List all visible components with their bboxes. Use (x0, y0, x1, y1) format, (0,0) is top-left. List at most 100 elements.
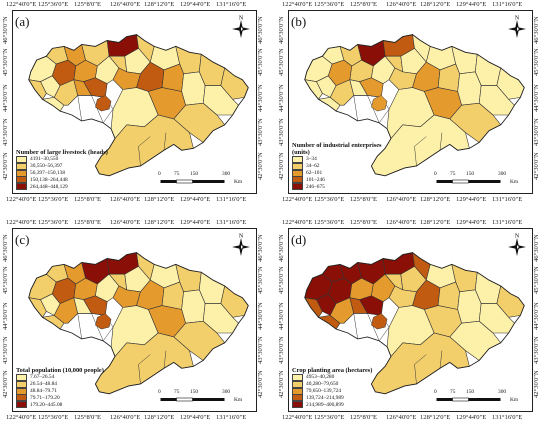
map-region (83, 77, 108, 98)
latitude-label: 45°30'0"N (2, 48, 9, 76)
map-legend: Total population (10,000 people) 7.67–26.… (16, 367, 104, 409)
legend-swatch (16, 162, 27, 170)
legend-swatch (292, 176, 303, 184)
north-letter: N (515, 16, 520, 22)
scale-bar: 0 75 150 300 Km (434, 389, 519, 405)
longitude-label: 128°12'0"E (144, 219, 175, 226)
scale-bar-graphic (436, 397, 501, 402)
region-boundary (439, 350, 443, 369)
latitude-label: 43°30'0"N (533, 336, 540, 364)
longitude-label: 125°36'0"E (38, 219, 69, 226)
longitude-label: 125°36'0"E (38, 414, 69, 421)
scale-tick-label: 0 (434, 171, 437, 177)
latitude-label: 42°30'0"N (257, 152, 264, 180)
legend-item: 79,650–139,724 (292, 387, 372, 395)
latitude-label: 45°30'0"N (257, 266, 264, 294)
map-region (359, 295, 384, 316)
longitude-label: 128°12'0"E (144, 414, 175, 421)
scale-tick-label: 300 (498, 171, 507, 177)
longitude-label: 128°12'0"E (144, 1, 175, 8)
longitude-label: 125°8'0"E (350, 414, 378, 421)
north-arrow-icon: N (508, 16, 526, 38)
longitude-label: 129°44'0"E (456, 196, 487, 203)
legend-swatch (16, 169, 27, 177)
region-outline (304, 34, 525, 177)
latitude-label: 44°30'0"N (2, 84, 9, 112)
legend-title: Number of large livestock (heads) (16, 148, 108, 156)
north-letter: N (515, 234, 520, 240)
legend-title: Crop planting area (hectares) (292, 366, 373, 374)
latitude-label: 42°30'0"N (257, 370, 264, 398)
city-district (95, 95, 112, 112)
legend-range: 4953–40,280 (306, 374, 335, 381)
legend-item: 7.67–26.54 (16, 373, 104, 381)
legend-range: 246–675 (306, 183, 325, 190)
longitude-label: 126°40'0"E (110, 219, 141, 226)
legend-item: 62–101 (292, 169, 392, 177)
choropleth-map (28, 33, 249, 177)
longitude-label: 131°16'0"E (492, 1, 523, 8)
longitude-label: 131°16'0"E (216, 1, 247, 8)
legend-range: 4191–30,550 (30, 156, 59, 163)
longitude-label: 126°40'0"E (110, 1, 141, 8)
region-boundary (439, 132, 443, 151)
longitude-label: 122°40'0"E (282, 219, 313, 226)
legend-range: 150,138–264,448 (30, 176, 68, 183)
latitude-label: 44°30'0"N (2, 302, 9, 330)
longitude-label: 131°16'0"E (216, 414, 247, 421)
scale-bar-graphic (160, 397, 225, 402)
longitude-label: 129°44'0"E (456, 414, 487, 421)
scale-bar: 0 75 150 300 Km (158, 389, 242, 405)
region-boundary (138, 136, 151, 166)
legend-swatch (16, 155, 27, 163)
map-region (83, 295, 108, 316)
region-boundary (138, 354, 151, 384)
longitude-label: 125°8'0"E (350, 196, 378, 203)
longitude-label: 126°40'0"E (386, 414, 417, 421)
choropleth-map (28, 251, 249, 395)
legend-swatch (292, 373, 303, 381)
legend-range: 79,650–139,724 (306, 388, 342, 394)
scale-unit: Km (510, 397, 519, 403)
region-boundary (163, 350, 167, 369)
latitude-label: 42°30'0"N (533, 370, 540, 398)
map-panel: 122°40'0"E 125°36'0"E 125°8'0"E 126°40'0"E 1… (0, 218, 264, 424)
legend-range: 264,448–448,129 (30, 183, 68, 190)
longitude-label: 122°40'0"E (6, 1, 37, 8)
region-outline (28, 34, 249, 177)
legend-swatch (16, 387, 27, 395)
choropleth-map (304, 251, 525, 395)
latitude-label: 42°30'0"N (278, 370, 285, 398)
longitude-label: 125°8'0"E (74, 196, 102, 203)
map-frame: (c) N Total population (10,000 people) 7.67… (12, 228, 257, 412)
latitude-label: 42°30'0"N (278, 152, 285, 180)
legend-item: 4191–30,550 (16, 155, 108, 163)
longitude-label: 122°40'0"E (282, 196, 313, 203)
longitude-label: 125°36'0"E (314, 414, 345, 421)
city-district (371, 313, 388, 330)
longitude-label: 126°40'0"E (386, 219, 417, 226)
region-boundary (67, 94, 82, 121)
legend-swatch (292, 401, 303, 409)
region-outline (28, 252, 249, 395)
longitude-label: 125°36'0"E (38, 1, 69, 8)
legend-swatch (292, 155, 303, 163)
latitude-label: 44°30'0"N (533, 302, 540, 330)
scale-tick-label: 75 (174, 389, 180, 395)
latitude-label: 45°30'0"N (533, 266, 540, 294)
latitude-label: 46°30'0"N (278, 234, 285, 262)
north-arrow-icon: N (232, 234, 250, 256)
legend-item: 79.71–179.20 (16, 394, 104, 402)
region-boundary (343, 312, 358, 339)
longitude-label: 131°16'0"E (216, 219, 247, 226)
legend-item: 246–675 (292, 183, 392, 191)
legend-range: 26.54–48.84 (30, 381, 57, 388)
longitude-label: 128°12'0"E (420, 1, 451, 8)
choropleth-map (304, 33, 525, 177)
scale-tick-label: 75 (450, 389, 456, 395)
map-panel: 122°40'0"E 125°36'0"E 125°8'0"E 126°40'0"E 1… (0, 0, 264, 206)
latitude-label: 42°30'0"N (2, 370, 9, 398)
region-boundary (163, 132, 167, 151)
legend-range: 40,280–79,650 (306, 381, 339, 388)
north-letter: N (239, 16, 244, 22)
